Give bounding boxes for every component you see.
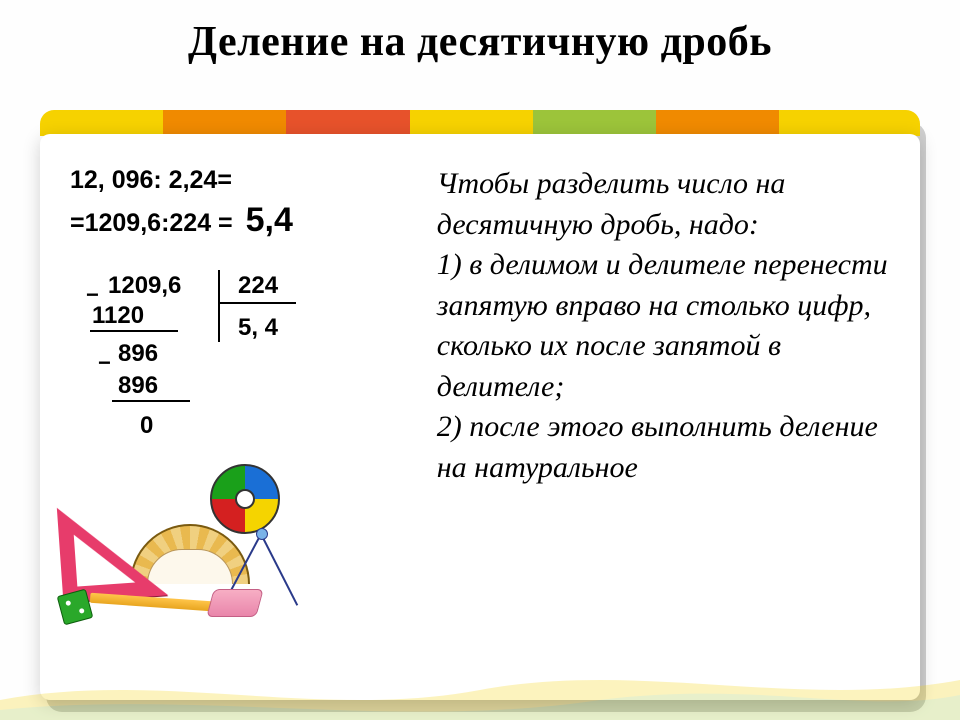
equation-line-2: =1209,6:224 = 5,4 [70, 198, 431, 244]
eraser-icon [206, 589, 264, 617]
long-division: − 1209,6 224 5, 4 1120 − 896 896 0 [90, 272, 431, 482]
rule-point-1: 1) в делимом и делителе перенести запяту… [437, 245, 890, 407]
ld-rem2: 896 [118, 372, 158, 400]
left-column: 12, 096: 2,24= =1209,6:224 = 5,4 − 1209,… [70, 164, 431, 680]
rule-text: Чтобы разделить число на десятичную дроб… [431, 164, 890, 680]
ld-vertical-line [218, 270, 220, 342]
equation-line-2-prefix: =1209,6:224 = [70, 209, 233, 237]
minus-icon: − [98, 350, 111, 376]
stripe-segment [163, 110, 286, 136]
ld-line2 [112, 400, 190, 402]
math-tools-illustration [60, 464, 320, 644]
stripe-segment [656, 110, 779, 136]
card: 12, 096: 2,24= =1209,6:224 = 5,4 − 1209,… [40, 134, 920, 700]
equation-line-1: 12, 096: 2,24= [70, 164, 431, 198]
color-stripe [40, 110, 920, 136]
rule-point-2: 2) после этого выполнить деление на нату… [437, 407, 890, 488]
ld-sub1: 1120 [92, 302, 144, 330]
pie-chart-icon [210, 464, 280, 534]
stripe-segment [779, 110, 920, 136]
ld-divisor-underline [218, 302, 296, 304]
triangle-ruler-icon [57, 500, 168, 602]
stripe-segment [533, 110, 656, 136]
equation-answer: 5,4 [246, 198, 293, 244]
ld-quotient: 5, 4 [238, 314, 278, 342]
ld-divisor: 224 [238, 272, 278, 300]
ld-line1 [90, 330, 178, 332]
content-row: 12, 096: 2,24= =1209,6:224 = 5,4 − 1209,… [70, 164, 890, 680]
stripe-segment [410, 110, 533, 136]
stripe-segment [286, 110, 409, 136]
ld-rem1: 896 [118, 340, 158, 368]
rule-intro: Чтобы разделить число на десятичную дроб… [437, 164, 890, 245]
page-title: Деление на десятичную дробь [0, 0, 960, 66]
stripe-segment [40, 110, 163, 136]
compass-knob-icon [256, 528, 268, 540]
ld-dividend: 1209,6 [108, 272, 181, 300]
card-container: 12, 096: 2,24= =1209,6:224 = 5,4 − 1209,… [40, 110, 920, 700]
ld-zero: 0 [140, 412, 153, 440]
